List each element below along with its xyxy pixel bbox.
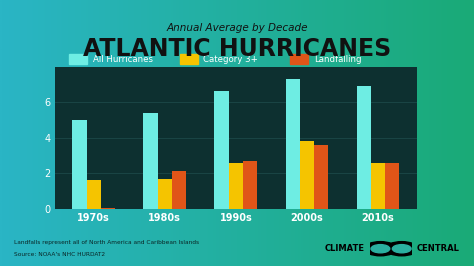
Bar [356,86,371,209]
Bar [180,54,198,64]
Text: Category 3+: Category 3+ [203,55,258,64]
Circle shape [392,245,411,253]
Bar [143,113,157,209]
Text: CLIMATE: CLIMATE [325,244,365,253]
Bar [243,161,257,209]
Bar [385,163,400,209]
Text: Source: NOAA's NHC HURDAT2: Source: NOAA's NHC HURDAT2 [14,252,105,256]
Bar [72,120,86,209]
Text: Landfalling: Landfalling [314,55,361,64]
Text: Landfalls represent all of North America and Caribbean Islands: Landfalls represent all of North America… [14,240,200,244]
Bar [157,178,172,209]
Text: Annual Average by Decade: Annual Average by Decade [166,23,308,33]
Text: All Hurricanes: All Hurricanes [92,55,153,64]
Bar [300,141,314,209]
Bar [100,208,115,209]
Text: CENTRAL: CENTRAL [417,244,460,253]
Bar [172,172,186,209]
Circle shape [364,242,397,256]
Bar [228,163,243,209]
Circle shape [385,242,418,256]
Bar [314,145,328,209]
Bar [371,163,385,209]
Bar [214,92,228,209]
Bar [290,54,309,64]
Text: ATLANTIC HURRICANES: ATLANTIC HURRICANES [83,37,391,61]
Circle shape [371,245,390,253]
Bar [69,54,87,64]
Bar [86,180,100,209]
Bar [285,79,300,209]
